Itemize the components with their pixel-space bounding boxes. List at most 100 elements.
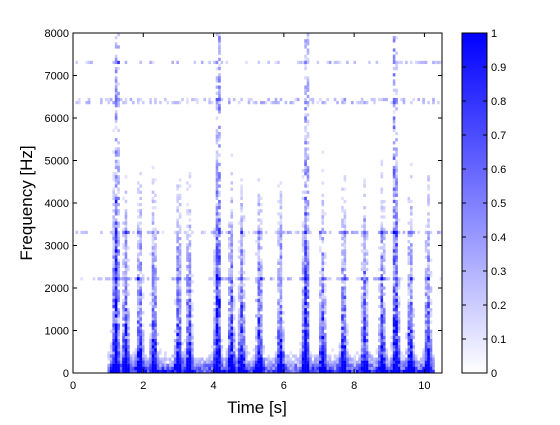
heatmap-cell [154, 314, 157, 318]
heatmap-cell [343, 335, 347, 340]
heatmap-cell [124, 274, 128, 278]
heatmap-cell [373, 357, 376, 361]
heatmap-cell [341, 224, 344, 228]
heatmap-cell [117, 264, 120, 269]
heatmap-cell [240, 301, 243, 306]
heatmap-cell [186, 274, 189, 278]
heatmap-cell [117, 203, 120, 207]
heatmap-cell [237, 339, 241, 343]
heatmap-cell [390, 357, 393, 361]
heatmap-cell [230, 153, 234, 157]
heatmap-cell [196, 97, 199, 102]
heatmap-cell [136, 320, 140, 324]
heatmap-cell [365, 101, 369, 105]
heatmap-cell [424, 283, 428, 287]
heatmap-cell [139, 286, 143, 290]
heatmap-cell [424, 249, 428, 253]
heatmap-cell [360, 264, 364, 269]
heatmap-cell [397, 320, 401, 324]
heatmap-cell [392, 323, 396, 327]
heatmap-cell [392, 104, 396, 108]
heatmap-cell [360, 224, 364, 228]
heatmap-cell [136, 246, 140, 250]
y-tick-label: 4000 [45, 198, 69, 210]
heatmap-cell [301, 366, 305, 371]
heatmap-cell [230, 240, 234, 244]
heatmap-cell [306, 246, 310, 250]
heatmap-cell [432, 354, 435, 358]
heatmap-cell [304, 314, 307, 318]
heatmap-cell [343, 252, 347, 256]
heatmap-cell [200, 366, 204, 371]
heatmap-cell [429, 329, 433, 333]
heatmap-cell [417, 60, 421, 65]
heatmap-cell [149, 363, 152, 367]
heatmap-cell [176, 218, 179, 222]
heatmap-cell [363, 101, 366, 105]
heatmap-cell [117, 162, 120, 167]
heatmap-cell [301, 255, 305, 259]
heatmap-cell [341, 314, 344, 318]
heatmap-cell [112, 215, 115, 219]
heatmap-cell [188, 320, 192, 324]
heatmap-cell [218, 57, 221, 61]
heatmap-cell [186, 209, 189, 213]
heatmap-cell [218, 91, 221, 95]
heatmap-cell [215, 237, 219, 241]
heatmap-cell [301, 301, 305, 306]
heatmap-cell [262, 360, 266, 364]
heatmap-cell [218, 230, 221, 235]
heatmap-cell [154, 292, 157, 296]
heatmap-cell [122, 196, 125, 201]
heatmap-cell [112, 311, 115, 315]
heatmap-cell [181, 342, 184, 346]
heatmap-cell [218, 67, 221, 71]
heatmap-cell [178, 339, 182, 343]
heatmap-cell [259, 286, 263, 290]
heatmap-cell [240, 187, 243, 191]
heatmap-cell [427, 255, 430, 259]
heatmap-cell [378, 97, 381, 102]
heatmap-cell [100, 97, 103, 102]
heatmap-cell [240, 218, 243, 222]
heatmap-cell [218, 286, 221, 290]
heatmap-cell [218, 107, 221, 111]
heatmap-cell [306, 271, 310, 275]
heatmap-cell [407, 335, 411, 340]
heatmap-cell [277, 286, 280, 290]
heatmap-cell [227, 366, 231, 371]
heatmap-cell [319, 277, 322, 281]
heatmap-cell [348, 369, 352, 374]
heatmap-cell [127, 348, 130, 352]
heatmap-cell [429, 298, 433, 303]
heatmap-cell [306, 131, 310, 136]
heatmap-cell [122, 246, 125, 250]
heatmap-cell [139, 339, 143, 343]
heatmap-cell [380, 264, 384, 269]
heatmap-cell [350, 357, 354, 361]
heatmap-cell [321, 199, 325, 204]
heatmap-cell [395, 366, 398, 371]
heatmap-cell [230, 295, 234, 299]
heatmap-cell [363, 339, 366, 343]
heatmap-cell [139, 357, 143, 361]
heatmap-cell [304, 342, 307, 346]
heatmap-cell [117, 326, 120, 330]
heatmap-cell [122, 339, 125, 343]
heatmap-cell [319, 339, 322, 343]
heatmap-cell [136, 101, 140, 105]
heatmap-cell [289, 369, 293, 374]
heatmap-cell [230, 209, 234, 213]
heatmap-cell [309, 230, 312, 235]
heatmap-cell [306, 88, 310, 92]
heatmap-cell [427, 301, 430, 306]
heatmap-cell [304, 283, 307, 287]
heatmap-cell [215, 221, 219, 225]
heatmap-cell [427, 345, 430, 349]
heatmap-cell [282, 360, 285, 364]
heatmap-cell [365, 342, 369, 346]
heatmap-cell [250, 366, 253, 371]
heatmap-cell [117, 97, 120, 102]
heatmap-cell [230, 339, 234, 343]
heatmap-cell [139, 196, 143, 201]
